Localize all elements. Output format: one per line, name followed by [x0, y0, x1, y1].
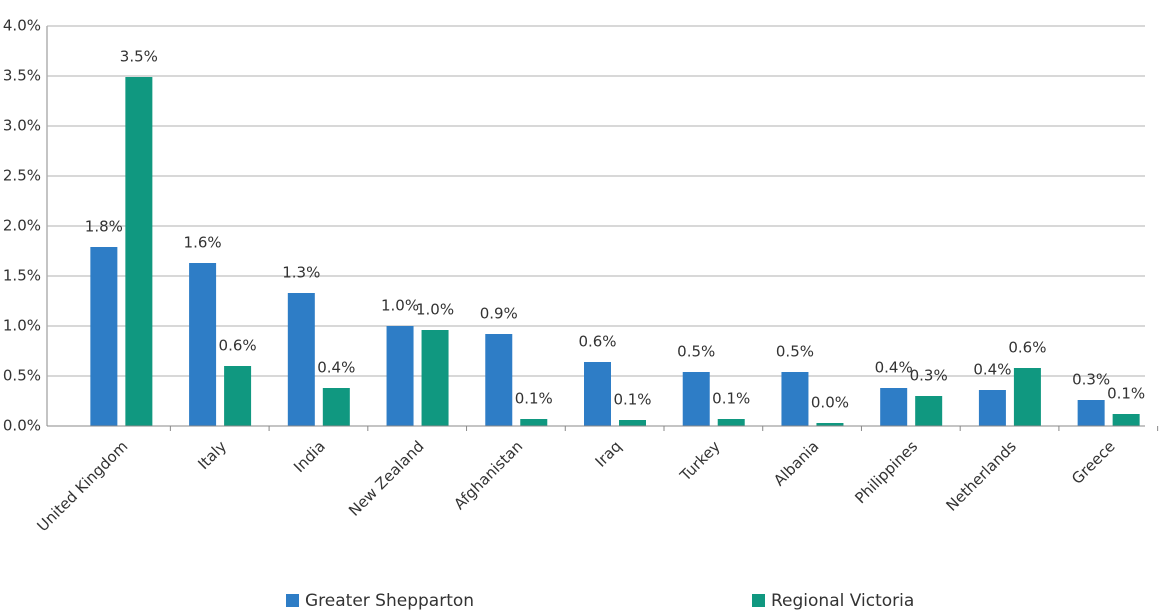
bar: [682, 372, 710, 426]
data-label: 0.3%: [910, 367, 948, 385]
x-tick-label: Iraq: [592, 437, 625, 470]
y-tick-label: 0.5%: [3, 367, 41, 385]
data-label: 3.5%: [120, 48, 158, 66]
x-tick-label: Netherlands: [943, 437, 1021, 515]
x-tick-label: Afghanistan: [450, 437, 526, 513]
data-label: 0.1%: [515, 390, 553, 408]
bar: [189, 263, 217, 426]
data-label: 1.3%: [282, 264, 320, 282]
x-tick-label: Philippines: [851, 437, 921, 507]
legend-swatch: [286, 594, 299, 607]
bar: [125, 77, 153, 426]
data-label: 0.6%: [219, 337, 257, 355]
x-tick-label: India: [290, 437, 329, 476]
bar: [386, 326, 414, 426]
x-tick-label: United Kingdom: [34, 437, 132, 535]
y-tick-label: 2.5%: [3, 167, 41, 185]
data-label: 0.4%: [973, 361, 1011, 379]
data-label: 0.4%: [317, 359, 355, 377]
bar: [322, 388, 350, 426]
bar: [287, 293, 315, 426]
bar: [915, 396, 943, 426]
bar: [816, 423, 844, 426]
x-tick-label: Albania: [770, 437, 822, 489]
data-label: 0.0%: [811, 394, 849, 412]
x-tick-label: Turkey: [676, 437, 724, 485]
data-label: 0.1%: [1107, 385, 1145, 403]
bar: [781, 372, 809, 426]
x-tick-label: Greece: [1068, 437, 1118, 487]
y-tick-label: 4.0%: [3, 17, 41, 35]
data-label: 0.1%: [712, 390, 750, 408]
y-tick-label: 1.5%: [3, 267, 41, 285]
bar: [717, 419, 745, 426]
data-label: 1.0%: [416, 301, 454, 319]
x-tick-label: Italy: [194, 437, 230, 473]
y-tick-label: 0.0%: [3, 417, 41, 435]
data-label: 0.6%: [578, 333, 616, 351]
y-tick-label: 3.0%: [3, 117, 41, 135]
y-tick-label: 1.0%: [3, 317, 41, 335]
bar: [520, 419, 548, 426]
bar: [90, 247, 118, 426]
data-label: 0.4%: [875, 359, 913, 377]
legend-swatch: [752, 594, 765, 607]
bar: [978, 390, 1006, 426]
bar: [421, 330, 449, 426]
bar: [224, 366, 252, 426]
data-label: 0.6%: [1008, 339, 1046, 357]
bar: [1013, 368, 1041, 426]
data-label: 1.6%: [184, 234, 222, 252]
y-tick-label: 3.5%: [3, 67, 41, 85]
bar: [880, 388, 908, 426]
data-label: 0.9%: [480, 305, 518, 323]
data-label: 0.5%: [776, 343, 814, 361]
data-label: 0.5%: [677, 343, 715, 361]
x-tick-label: New Zealand: [345, 437, 427, 519]
data-label: 0.3%: [1072, 371, 1110, 389]
bar: [619, 420, 646, 426]
bar: [1112, 414, 1140, 426]
y-tick-label: 2.0%: [3, 217, 41, 235]
bar: [485, 334, 513, 426]
legend-label: Greater Shepparton: [305, 591, 474, 611]
bar: [1077, 400, 1105, 426]
data-label: 0.1%: [613, 391, 651, 409]
legend-label: Regional Victoria: [771, 591, 914, 611]
data-label: 1.0%: [381, 297, 419, 315]
data-label: 1.8%: [85, 218, 123, 236]
bar: [584, 362, 611, 426]
